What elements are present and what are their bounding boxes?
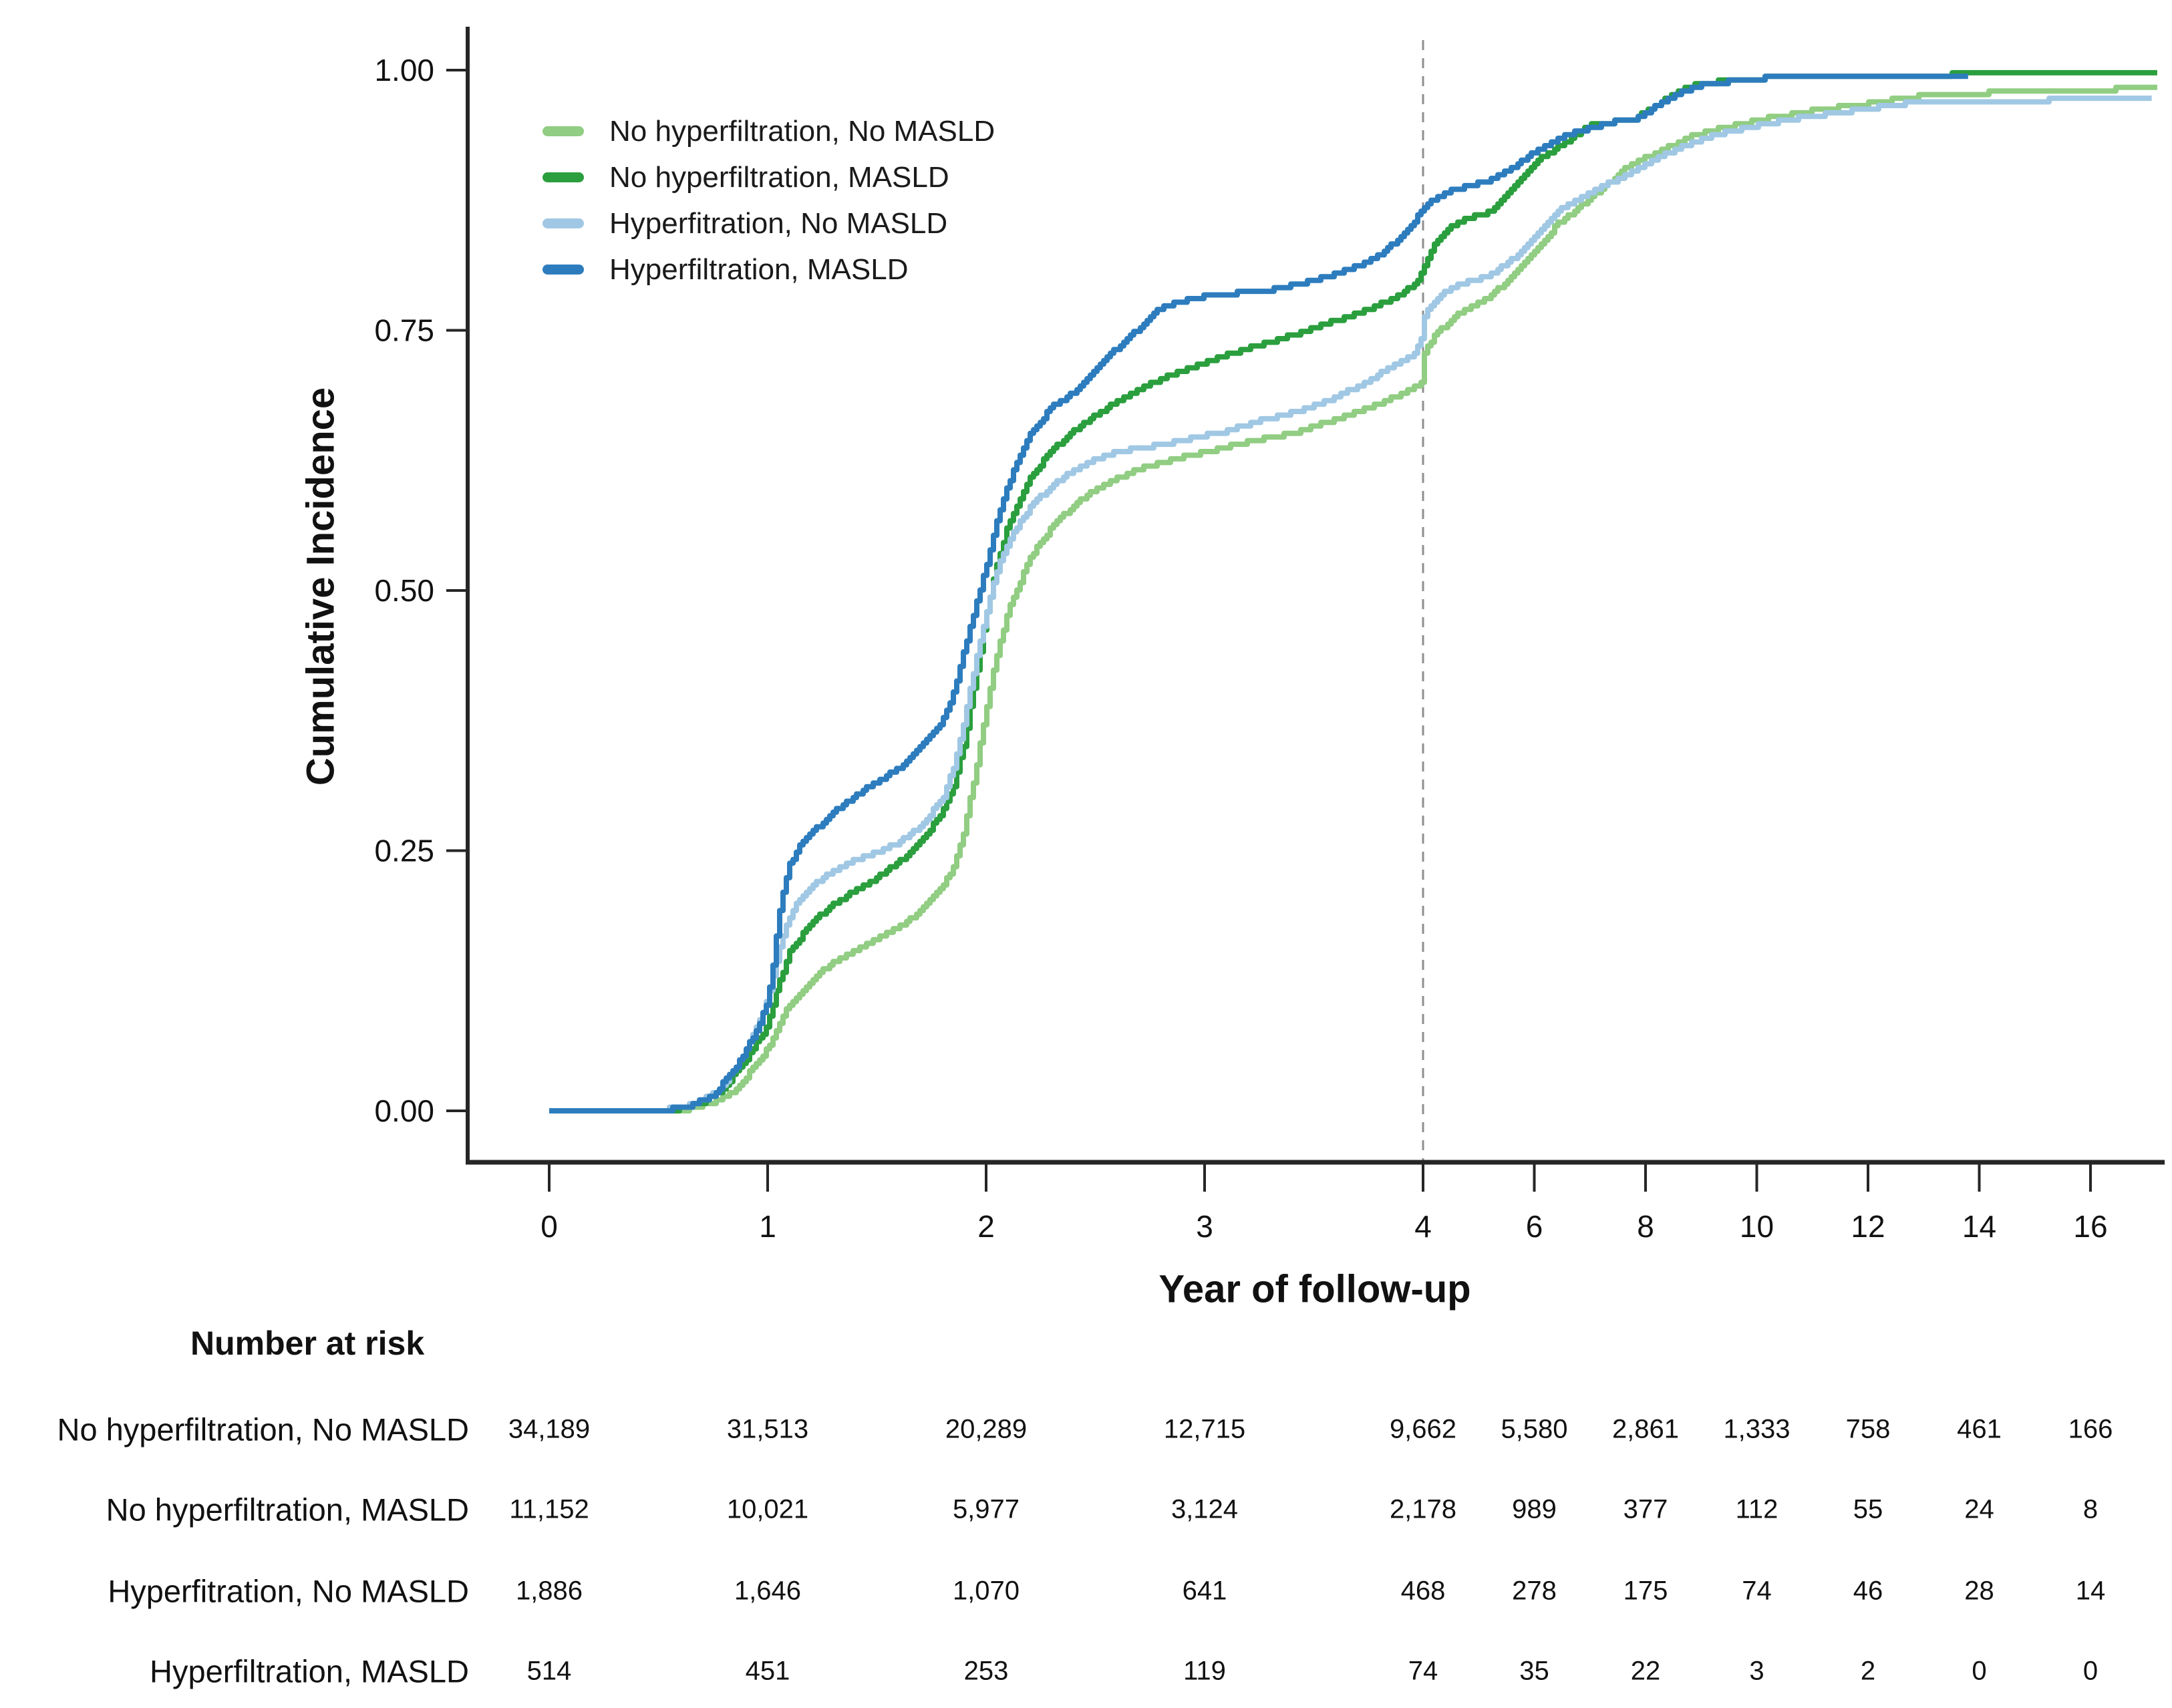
risk-count: 74 — [1408, 1656, 1438, 1686]
risk-row-label: Hyperfitration, No MASLD — [108, 1573, 469, 1609]
legend-item-1: No hyperfiltration, No MASLD — [542, 108, 995, 154]
risk-count: 74 — [1742, 1576, 1772, 1606]
risk-count: 24 — [1964, 1494, 1994, 1524]
risk-count: 278 — [1512, 1576, 1557, 1606]
km-curve-3 — [549, 96, 2152, 1114]
risk-count: 12,715 — [1163, 1414, 1246, 1444]
risk-row-label: Hyperfiltration, MASLD — [150, 1653, 469, 1689]
y-axis-title: Cumulative Incidence — [299, 387, 343, 786]
risk-count: 461 — [1957, 1414, 2002, 1444]
risk-row-label: No hyperfiltration, No MASLD — [57, 1411, 469, 1447]
legend-swatch-icon — [542, 172, 584, 182]
risk-count: 166 — [2068, 1414, 2113, 1444]
legend-label: Hyperfitration, No MASLD — [609, 206, 948, 240]
x-tick-label: 3 — [1196, 1209, 1213, 1244]
x-tick-label: 6 — [1526, 1209, 1543, 1244]
y-tick-label: 0.50 — [374, 573, 434, 608]
x-tick-label: 2 — [977, 1209, 995, 1244]
risk-count: 28 — [1964, 1576, 1994, 1606]
x-tick-label: 14 — [1962, 1209, 1996, 1244]
risk-count: 22 — [1630, 1656, 1661, 1686]
x-tick-label: 1 — [759, 1209, 776, 1244]
x-tick-label: 0 — [540, 1209, 558, 1244]
legend-label: Hyperfiltration, MASLD — [609, 252, 909, 286]
risk-count: 2 — [1860, 1656, 1876, 1686]
y-tick-label: 1.00 — [374, 53, 434, 88]
risk-count: 451 — [745, 1656, 790, 1686]
risk-count: 35 — [1519, 1656, 1549, 1686]
risk-count: 3,124 — [1171, 1494, 1239, 1524]
x-tick-label: 4 — [1414, 1209, 1432, 1244]
legend-label: No hyperfiltration, MASLD — [609, 160, 949, 194]
risk-count: 11,152 — [509, 1494, 589, 1524]
risk-count: 5,580 — [1501, 1414, 1568, 1444]
risk-count: 2,178 — [1389, 1494, 1457, 1524]
risk-count: 8 — [2082, 1494, 2099, 1524]
risk-count: 112 — [1735, 1494, 1778, 1524]
km-curve-1 — [549, 84, 2157, 1114]
risk-count: 1,333 — [1723, 1414, 1791, 1444]
risk-row-label: No hyperfiltration, MASLD — [106, 1492, 469, 1528]
y-tick-label: 0.00 — [374, 1093, 434, 1128]
legend-swatch-icon — [542, 126, 584, 136]
risk-count: 1,886 — [515, 1576, 583, 1606]
risk-count: 2,861 — [1611, 1414, 1680, 1444]
risk-count: 34,189 — [508, 1414, 591, 1444]
risk-count: 5,977 — [952, 1494, 1020, 1524]
x-tick-label: 12 — [1851, 1209, 1885, 1244]
risk-count: 175 — [1623, 1576, 1668, 1606]
legend-item-2: No hyperfiltration, MASLD — [542, 154, 995, 200]
legend: No hyperfiltration, No MASLD No hyperfilt… — [542, 108, 995, 293]
legend-item-3: Hyperfitration, No MASLD — [542, 200, 995, 246]
risk-count: 46 — [1853, 1576, 1883, 1606]
x-tick-label: 16 — [2073, 1209, 2107, 1244]
risk-count: 31,513 — [726, 1414, 809, 1444]
legend-swatch-icon — [542, 265, 584, 275]
x-tick-label: 10 — [1740, 1209, 1774, 1244]
risk-count: 253 — [963, 1656, 1009, 1686]
risk-table-title: Number at risk — [190, 1325, 425, 1362]
km-curve-2 — [549, 69, 2157, 1114]
risk-count: 0 — [2082, 1656, 2099, 1686]
risk-count: 377 — [1623, 1494, 1668, 1524]
risk-count: 514 — [526, 1656, 572, 1686]
risk-count: 14 — [2075, 1576, 2106, 1606]
risk-count: 9,662 — [1389, 1414, 1457, 1444]
risk-count: 0 — [1972, 1656, 1987, 1686]
risk-count: 3 — [1749, 1656, 1764, 1686]
risk-count: 758 — [1845, 1414, 1891, 1444]
risk-count: 641 — [1182, 1576, 1227, 1606]
risk-count: 1,070 — [952, 1576, 1020, 1606]
km-curve-4 — [549, 73, 1968, 1114]
legend-label: No hyperfiltration, No MASLD — [609, 114, 995, 148]
risk-count: 119 — [1183, 1656, 1226, 1686]
legend-item-4: Hyperfiltration, MASLD — [542, 246, 995, 293]
x-tick-label: 8 — [1637, 1209, 1654, 1244]
x-axis-title: Year of follow-up — [1158, 1267, 1471, 1311]
risk-count: 989 — [1512, 1494, 1557, 1524]
legend-swatch-icon — [542, 218, 584, 228]
y-tick-label: 0.25 — [374, 834, 434, 868]
risk-count: 10,021 — [726, 1494, 809, 1524]
risk-count: 468 — [1400, 1576, 1446, 1606]
risk-count: 55 — [1853, 1494, 1883, 1524]
y-tick-label: 0.75 — [374, 313, 434, 348]
risk-count: 20,289 — [945, 1414, 1028, 1444]
risk-count: 1,646 — [734, 1576, 802, 1606]
